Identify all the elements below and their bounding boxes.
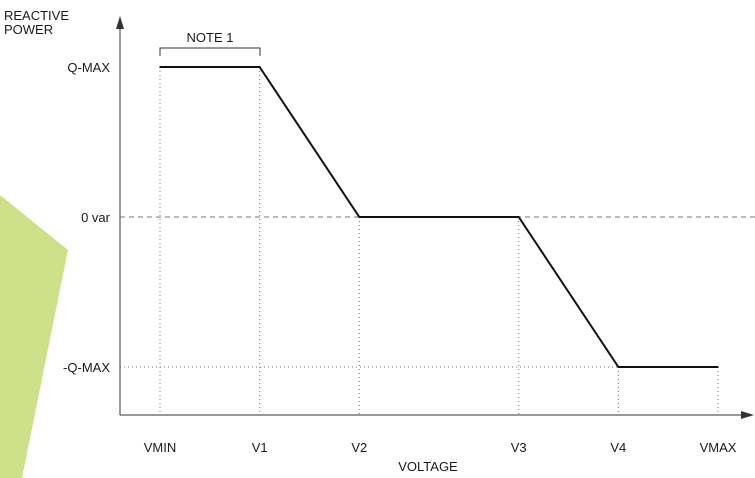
curve-point-v4: [617, 366, 620, 368]
y-axis-label-line2: POWER: [4, 22, 53, 37]
y-axis-arrow: [116, 16, 124, 29]
x-tick-label-v4: V4: [610, 440, 626, 455]
curve-point-v3: [517, 216, 520, 218]
x-axis-label: VOLTAGE: [398, 459, 458, 474]
x-tick-label-vmin: VMIN: [144, 440, 177, 455]
x-tick-label-v3: V3: [511, 440, 527, 455]
curve-point-v1: [258, 66, 261, 68]
note-bracket: [159, 47, 261, 56]
x-tick-label-v1: V1: [252, 440, 268, 455]
note-label: NOTE 1: [187, 30, 234, 45]
y-tick-label-0-var: 0 var: [81, 210, 111, 225]
y-tick-label-q-max: -Q-MAX: [63, 360, 110, 375]
volt-var-curve: [160, 66, 718, 368]
x-tick-label-vmax: VMAX: [700, 440, 737, 455]
x-tick-label-v2: V2: [351, 440, 367, 455]
decorative-accent-wedge: [0, 195, 68, 478]
curve-point-v2: [358, 216, 361, 218]
curve-point-vmin: [159, 66, 161, 68]
x-axis-arrow: [741, 411, 754, 419]
y-axis-label-line1: REACTIVE: [4, 8, 69, 23]
y-tick-label-q-max: Q-MAX: [67, 60, 110, 75]
curve-point-vmax: [717, 366, 719, 368]
